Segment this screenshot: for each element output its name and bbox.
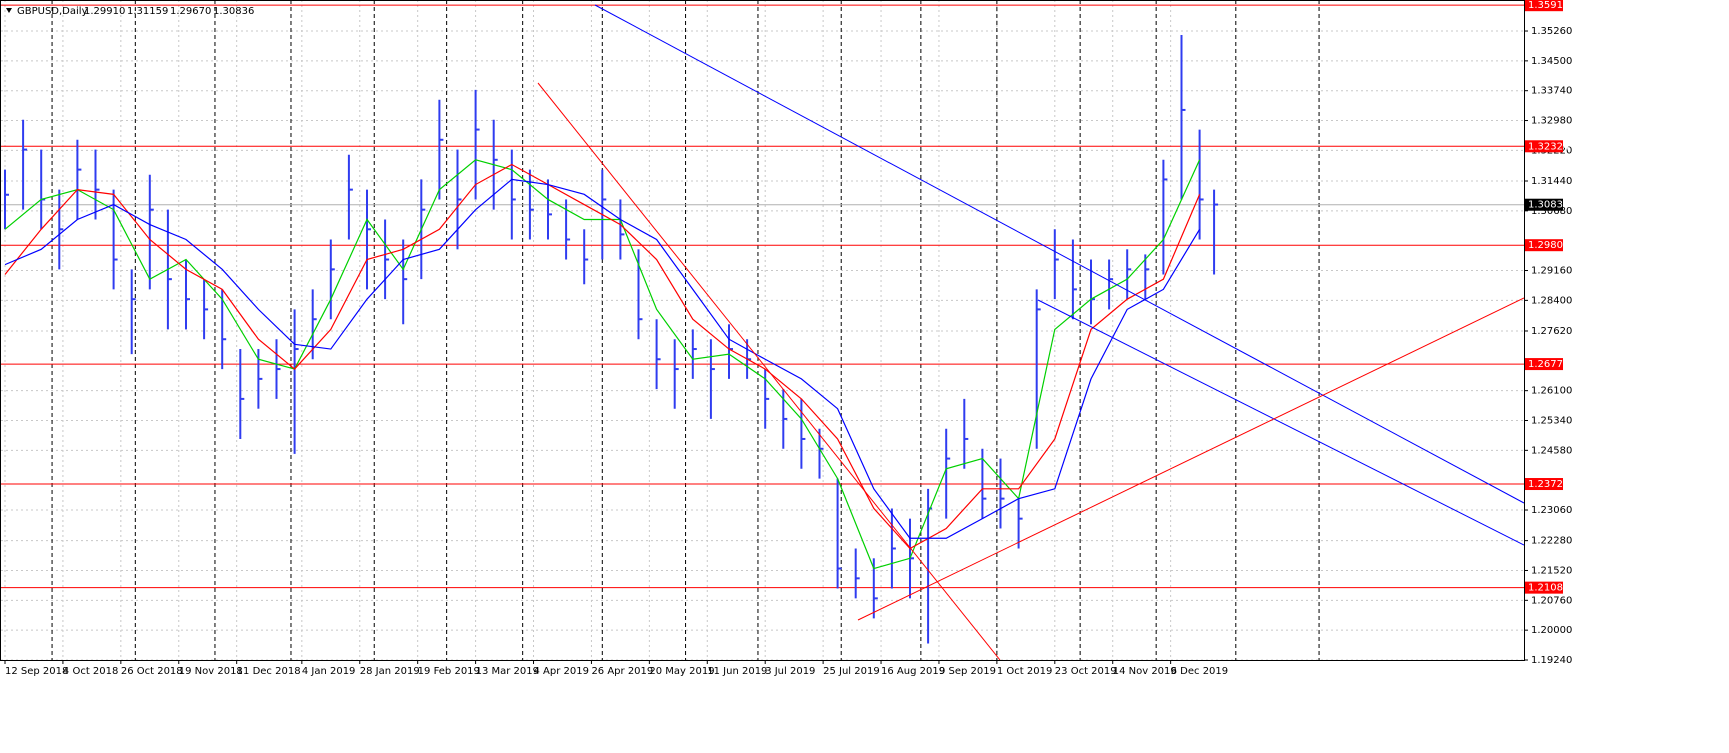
- level-tag: [1525, 581, 1563, 594]
- header-open: 1.29910: [84, 6, 125, 17]
- y-tick-label: 1.28400: [1531, 295, 1572, 306]
- header-low: 1.29670: [170, 6, 211, 17]
- y-tick-label: 1.26100: [1531, 386, 1572, 397]
- series: [4, 34, 1219, 644]
- trendlines: [537, 4, 1524, 660]
- trendline: [1037, 299, 1524, 546]
- y-tick-label: 1.31440: [1531, 176, 1572, 187]
- x-tick-label: 26 Oct 2018: [121, 666, 183, 677]
- x-tick-label: 4 Jan 2019: [302, 666, 356, 677]
- x-tick-label: 26 Apr 2019: [591, 666, 653, 677]
- price-tags: 1.35918 1.32324 1.29805 1.26777 1.23722 1.210…: [1525, 0, 1569, 594]
- x-tick-label: 9 Sep 2019: [939, 666, 996, 677]
- trendline: [594, 4, 1524, 504]
- level-tag: [1525, 358, 1563, 371]
- x-tick-label: 4 Oct 2018: [63, 666, 118, 677]
- y-tick-label: 1.22280: [1531, 536, 1572, 547]
- x-tick-label: 14 Nov 2019: [1113, 666, 1177, 677]
- level-tag-label: 1.35918: [1528, 0, 1569, 11]
- level-tag-label: 1.23722: [1528, 479, 1569, 490]
- x-tick-label: 28 Jan 2019: [360, 666, 420, 677]
- grid: [1, 1, 1524, 660]
- x-tick-label: 23 Oct 2019: [1055, 666, 1117, 677]
- x-tick-label: 12 Sep 2018: [5, 666, 68, 677]
- y-tick-label: 1.24580: [1531, 445, 1572, 456]
- level-tag-label: 1.21083: [1528, 583, 1569, 594]
- x-tick-label: 4 Apr 2019: [534, 666, 589, 677]
- y-tick-label: 1.19240: [1531, 655, 1572, 666]
- y-tick-label: 1.35260: [1531, 26, 1572, 37]
- last-price-label: 1.30836: [1528, 200, 1569, 211]
- y-tick-label: 1.21520: [1531, 565, 1572, 576]
- y-tick-label: 1.29160: [1531, 266, 1572, 277]
- level-tag: [1525, 478, 1563, 491]
- x-tick-label: 11 Dec 2018: [237, 666, 301, 677]
- x-tick-label: 1 Oct 2019: [997, 666, 1052, 677]
- level-tag: [1525, 239, 1563, 252]
- level-tag: [1525, 140, 1563, 153]
- x-tick-label: 16 Aug 2019: [881, 666, 945, 677]
- last-price-tag: [1525, 198, 1563, 211]
- menu-arrow[interactable]: [6, 8, 12, 13]
- y-tick-label: 1.25340: [1531, 415, 1572, 426]
- x-tick-label: 19 Feb 2019: [418, 666, 480, 677]
- moving-average: [4, 178, 1201, 539]
- y-tick-label: 1.23060: [1531, 505, 1572, 516]
- y-tick-label: 1.27620: [1531, 326, 1572, 337]
- level-tag-label: 1.26777: [1528, 359, 1569, 370]
- x-tick-label: 13 Mar 2019: [476, 666, 539, 677]
- x-tick-label: 19 Nov 2018: [179, 666, 243, 677]
- y-tick-label: 1.33740: [1531, 86, 1572, 97]
- y-tick-label: 1.20760: [1531, 595, 1572, 606]
- y-tick-label: 1.34500: [1531, 56, 1572, 67]
- period-separators: [51, 1, 1320, 660]
- y-tick-label: 1.20000: [1531, 625, 1572, 636]
- trendline: [857, 297, 1524, 621]
- level-tag-label: 1.29805: [1528, 240, 1569, 251]
- y-tick-label: 1.30680: [1531, 206, 1572, 217]
- x-tick-label: 11 Jun 2019: [707, 666, 767, 677]
- y-tick-label: 1.32980: [1531, 116, 1572, 127]
- moving-average: [4, 163, 1201, 550]
- header-high: 1.31159: [127, 6, 168, 17]
- header-close: 1.30836: [213, 6, 254, 17]
- x-tick-label: 20 May 2019: [649, 666, 714, 677]
- x-tick-label: 3 Jul 2019: [765, 666, 815, 677]
- level-tag: [1525, 0, 1563, 12]
- trendline: [537, 82, 1001, 660]
- symbol: GBPUSD,Daily: [17, 6, 88, 17]
- level-tag-label: 1.32324: [1528, 141, 1569, 152]
- header: GBPUSD,Daily 1.29910 1.31159 1.29670 1.3…: [6, 6, 254, 17]
- axes: 1.352601.345001.337401.329801.322201.314…: [4, 26, 1572, 677]
- x-tick-label: 25 Jul 2019: [823, 666, 880, 677]
- x-tick-label: 6 Dec 2019: [1171, 666, 1229, 677]
